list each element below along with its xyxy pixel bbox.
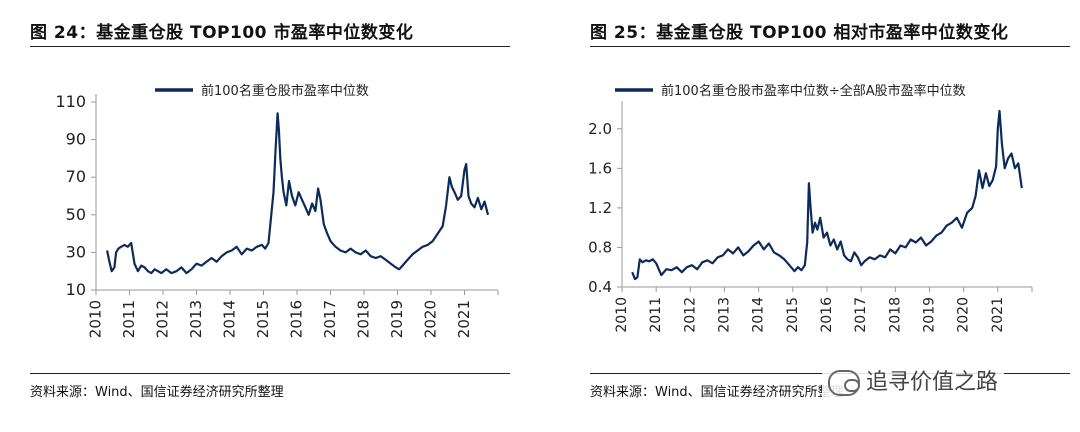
x-tick-label: 2014 <box>751 297 767 333</box>
x-tick-label: 2015 <box>785 297 801 333</box>
source-rule <box>30 373 510 374</box>
y-tick-label: 0.4 <box>588 278 612 296</box>
relative-pe-chart: 0.4 0.8 1.2 1.6 2.0 2010 2011 2012 2013 2014 2015 2… <box>588 83 1033 333</box>
x-tick-label: 2011 <box>120 300 138 338</box>
y-tick-label: 0.8 <box>588 238 612 256</box>
pe-median-chart: 10 30 50 70 90 110 2010 2011 2012 2013 2014 2015 201… <box>55 83 499 338</box>
wechat-icon <box>828 370 860 396</box>
series-line <box>631 109 1023 281</box>
figure-title: 图 24：基金重仓股 TOP100 市盈率中位数变化 <box>30 23 414 43</box>
x-tick-label: 2021 <box>990 297 1006 333</box>
x-tick-label: 2013 <box>717 297 733 333</box>
x-tick-label: 2016 <box>288 300 306 338</box>
x-tick-label: 2015 <box>254 300 272 338</box>
y-tick-label: 110 <box>55 92 86 111</box>
title-rule <box>30 46 510 47</box>
x-tick-label: 2017 <box>321 300 339 338</box>
x-tick-label: 2020 <box>422 300 440 338</box>
y-tick-label: 1.6 <box>588 159 612 177</box>
y-tick-label: 50 <box>66 205 86 224</box>
y-tick-label: 30 <box>66 242 86 261</box>
figure-25: 图 25：基金重仓股 TOP100 相对市盈率中位数变化 0.4 0.8 1.2 1.… <box>560 0 1080 432</box>
x-tick-label: 2017 <box>853 297 869 333</box>
x-tick-label: 2012 <box>682 297 698 333</box>
x-tick-label: 2020 <box>956 297 972 333</box>
y-tick-label: 2.0 <box>588 120 612 138</box>
x-tick-label: 2011 <box>648 297 664 333</box>
x-tick-label: 2019 <box>922 297 938 333</box>
watermark-text: 追寻价值之路 <box>866 370 999 395</box>
series-line <box>106 112 490 275</box>
legend-label: 前100名重仓股市盈率中位数 <box>201 83 369 99</box>
source-note: 资料来源：Wind、国信证券经济研究所整理 <box>590 385 844 400</box>
x-tick-label: 2013 <box>187 300 205 338</box>
title-rule <box>590 46 1070 47</box>
y-tick-label: 90 <box>66 130 86 149</box>
y-tick-label: 70 <box>66 167 86 186</box>
source-note: 资料来源：Wind、国信证券经济研究所整理 <box>30 385 284 400</box>
legend-label: 前100名重仓股市盈率中位数÷全部A股市盈率中位数 <box>661 83 966 99</box>
x-tick-label: 2019 <box>388 300 406 338</box>
figure-title: 图 25：基金重仓股 TOP100 相对市盈率中位数变化 <box>590 23 1009 43</box>
x-tick-label: 2010 <box>614 297 630 333</box>
x-tick-label: 2012 <box>154 300 172 338</box>
x-tick-label: 2018 <box>355 300 373 338</box>
figure-24: 图 24：基金重仓股 TOP100 市盈率中位数变化 10 30 50 70 90 110… <box>0 0 520 432</box>
x-tick-label: 2014 <box>221 300 239 338</box>
x-tick-label: 2018 <box>887 297 903 333</box>
x-tick-label: 2010 <box>87 300 105 338</box>
x-tick-label: 2021 <box>455 300 473 338</box>
x-tick-label: 2016 <box>819 297 835 333</box>
watermark: 追寻价值之路 <box>822 362 1005 398</box>
y-tick-label: 1.2 <box>588 199 612 217</box>
y-tick-label: 10 <box>66 280 86 299</box>
